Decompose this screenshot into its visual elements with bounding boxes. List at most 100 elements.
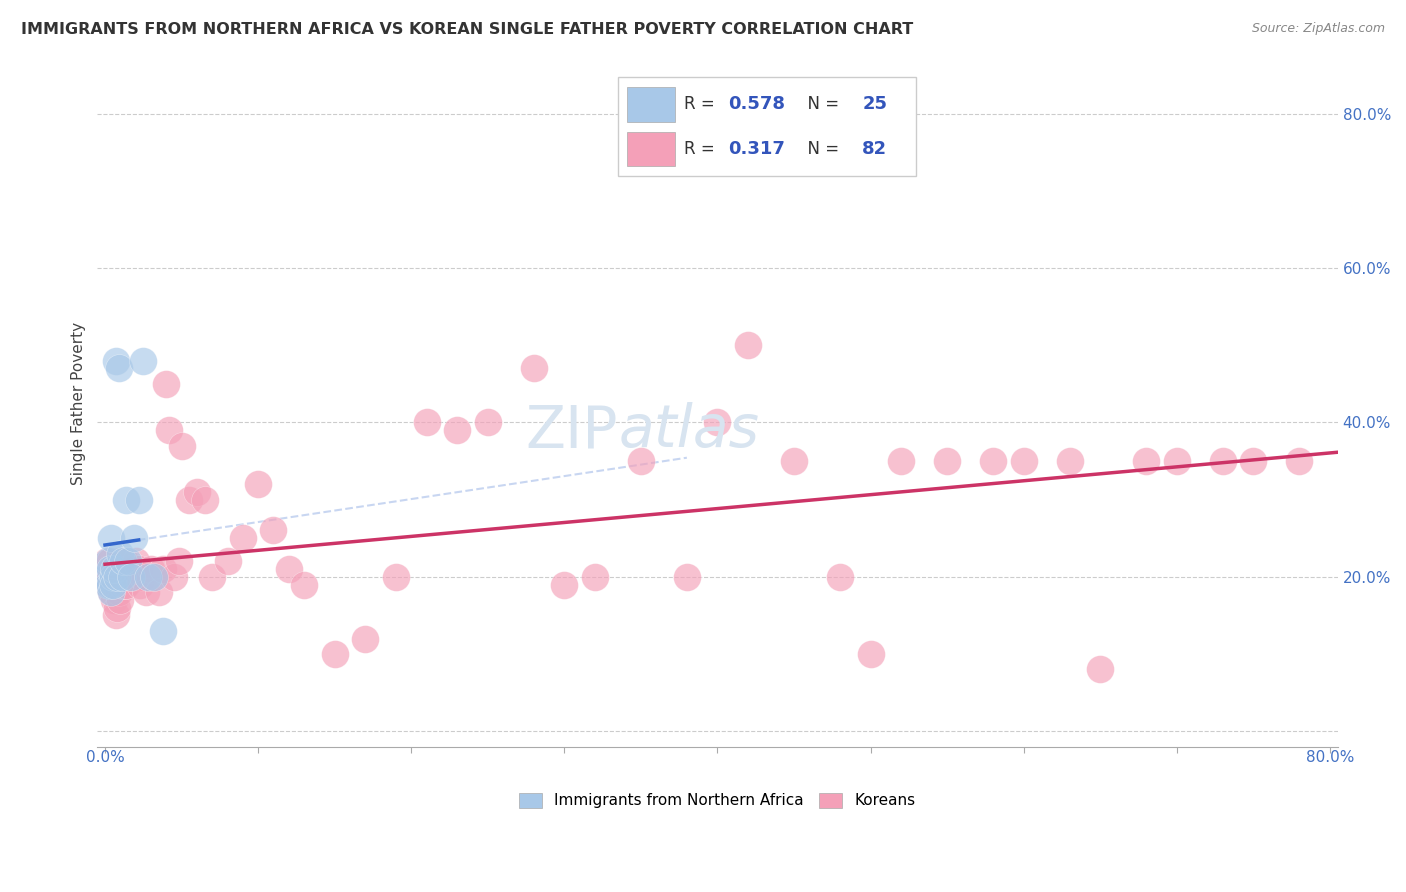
- Point: [124, 554, 146, 568]
- Point: [132, 353, 155, 368]
- Point: [100, 585, 122, 599]
- Point: [167, 554, 190, 568]
- Point: [97, 562, 120, 576]
- Legend: Immigrants from Northern Africa, Koreans: Immigrants from Northern Africa, Koreans: [513, 787, 922, 814]
- Point: [97, 577, 120, 591]
- Point: [98, 554, 121, 568]
- Point: [152, 624, 174, 638]
- Point: [104, 353, 127, 368]
- Point: [104, 608, 127, 623]
- Point: [120, 570, 142, 584]
- Text: Source: ZipAtlas.com: Source: ZipAtlas.com: [1251, 22, 1385, 36]
- Point: [107, 361, 129, 376]
- Text: 0.0%: 0.0%: [86, 750, 124, 764]
- Point: [101, 570, 124, 584]
- Point: [103, 570, 125, 584]
- Point: [828, 570, 851, 584]
- Point: [111, 577, 134, 591]
- Point: [157, 423, 180, 437]
- Point: [135, 585, 157, 599]
- Point: [163, 570, 186, 584]
- Point: [120, 562, 142, 576]
- Point: [103, 593, 125, 607]
- Point: [170, 439, 193, 453]
- Point: [783, 454, 806, 468]
- Point: [890, 454, 912, 468]
- Point: [155, 376, 177, 391]
- Point: [148, 585, 170, 599]
- Point: [104, 570, 127, 584]
- Y-axis label: Single Father Poverty: Single Father Poverty: [72, 321, 86, 484]
- Point: [1166, 454, 1188, 468]
- Point: [121, 570, 143, 584]
- Point: [122, 562, 145, 576]
- Point: [96, 570, 118, 584]
- Point: [96, 554, 118, 568]
- Point: [143, 570, 166, 584]
- Point: [115, 492, 138, 507]
- Point: [101, 577, 124, 591]
- Point: [936, 454, 959, 468]
- Point: [523, 361, 546, 376]
- Point: [111, 570, 134, 584]
- Point: [706, 416, 728, 430]
- Point: [105, 562, 128, 576]
- Point: [385, 570, 408, 584]
- Point: [128, 562, 150, 576]
- Point: [110, 554, 132, 568]
- Point: [112, 570, 135, 584]
- Point: [186, 484, 208, 499]
- Point: [127, 570, 149, 584]
- Point: [98, 577, 121, 591]
- Point: [232, 531, 254, 545]
- Point: [114, 577, 136, 591]
- Point: [100, 531, 122, 545]
- Point: [96, 570, 118, 584]
- Point: [117, 554, 139, 568]
- Point: [132, 570, 155, 584]
- Point: [262, 524, 284, 538]
- Point: [110, 547, 132, 561]
- Point: [981, 454, 1004, 468]
- Point: [103, 562, 125, 576]
- Point: [415, 416, 437, 430]
- Point: [105, 570, 128, 584]
- Point: [737, 338, 759, 352]
- Point: [112, 554, 135, 568]
- Point: [139, 562, 162, 576]
- Point: [136, 570, 159, 584]
- Point: [1090, 663, 1112, 677]
- Point: [1288, 454, 1310, 468]
- Point: [100, 562, 122, 576]
- Point: [98, 570, 121, 584]
- Point: [179, 492, 201, 507]
- Point: [1241, 454, 1264, 468]
- Point: [114, 554, 136, 568]
- Point: [630, 454, 652, 468]
- Point: [128, 492, 150, 507]
- Point: [152, 562, 174, 576]
- Point: [98, 562, 121, 576]
- Point: [859, 647, 882, 661]
- Point: [277, 562, 299, 576]
- Point: [676, 570, 699, 584]
- Point: [446, 423, 468, 437]
- Point: [553, 577, 575, 591]
- Point: [1059, 454, 1081, 468]
- Point: [107, 570, 129, 584]
- Point: [101, 577, 124, 591]
- Text: ZIP: ZIP: [526, 402, 619, 459]
- Point: [583, 570, 606, 584]
- Point: [97, 577, 120, 591]
- Text: IMMIGRANTS FROM NORTHERN AFRICA VS KOREAN SINGLE FATHER POVERTY CORRELATION CHAR: IMMIGRANTS FROM NORTHERN AFRICA VS KOREA…: [21, 22, 914, 37]
- Point: [217, 554, 239, 568]
- Point: [122, 531, 145, 545]
- Point: [247, 477, 270, 491]
- Point: [97, 554, 120, 568]
- Point: [1135, 454, 1157, 468]
- Point: [105, 600, 128, 615]
- Point: [1212, 454, 1234, 468]
- Point: [323, 647, 346, 661]
- Point: [100, 585, 122, 599]
- Point: [1012, 454, 1035, 468]
